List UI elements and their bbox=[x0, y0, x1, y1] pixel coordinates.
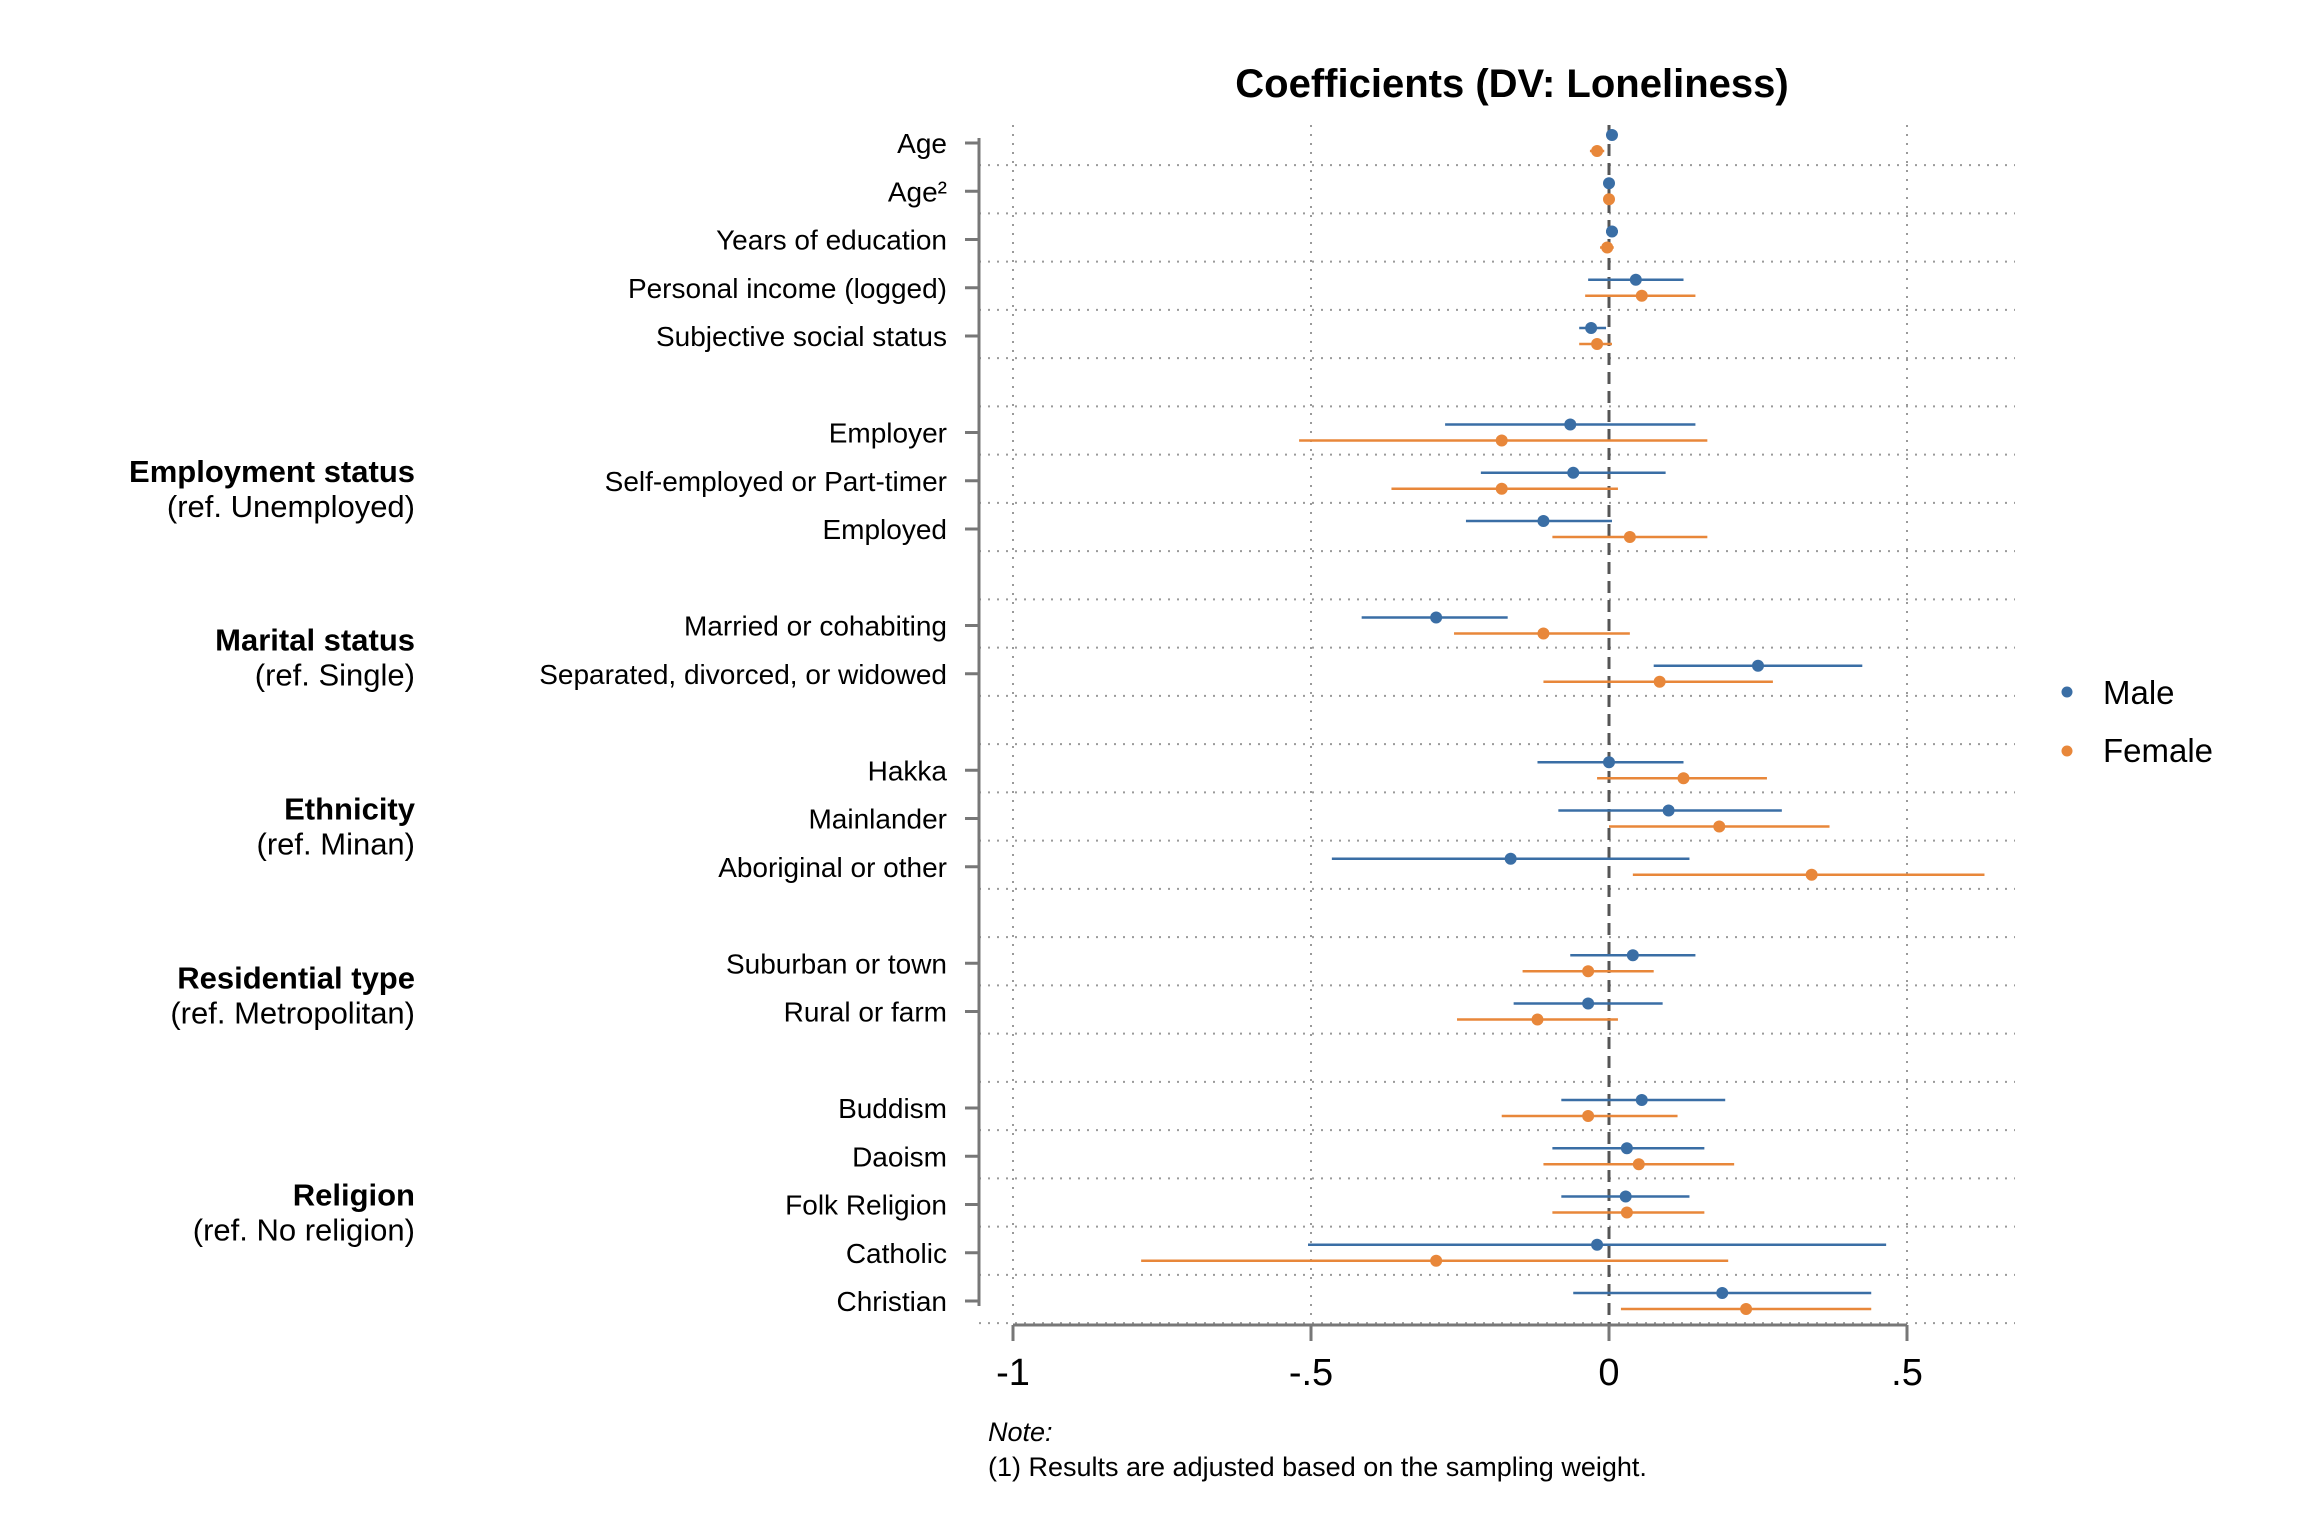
male-point bbox=[1716, 1287, 1729, 1299]
row-label: Years of education bbox=[716, 225, 947, 256]
female-point bbox=[1805, 868, 1818, 881]
female-point bbox=[1653, 675, 1666, 688]
female-point bbox=[1582, 1110, 1595, 1122]
male-point bbox=[1585, 322, 1598, 334]
x-tick-label: 0 bbox=[1598, 1352, 1619, 1394]
axes: -1 -.5 0 .5 bbox=[965, 138, 1923, 1394]
male-point bbox=[1603, 177, 1615, 190]
x-tick-label: -1 bbox=[996, 1352, 1030, 1394]
grid-lines bbox=[979, 125, 2015, 1325]
group-title: Residential type bbox=[177, 960, 415, 995]
row-label: Catholic bbox=[846, 1238, 947, 1269]
row-label: Suburban or town bbox=[726, 948, 947, 979]
row-labels: Age Age² Years of education Personal income… bbox=[539, 128, 947, 1317]
female-point bbox=[1430, 1254, 1443, 1267]
row-label: Christian bbox=[837, 1286, 947, 1317]
female-point bbox=[1591, 145, 1604, 157]
group-reference: (ref. Single) bbox=[255, 658, 415, 693]
x-tick-label: -.5 bbox=[1289, 1352, 1333, 1394]
male-point bbox=[1752, 659, 1764, 672]
female-point bbox=[1495, 434, 1508, 447]
female-point bbox=[1677, 772, 1690, 785]
male-point bbox=[1605, 129, 1618, 141]
male-point bbox=[1620, 1142, 1633, 1155]
legend-male-marker bbox=[2061, 686, 2073, 698]
chart-title: Coefficients (DV: Loneliness) bbox=[1235, 62, 1788, 106]
row-label: Daoism bbox=[852, 1141, 947, 1172]
male-point bbox=[1629, 273, 1642, 286]
x-tick-label: .5 bbox=[1891, 1352, 1923, 1394]
legend-female-label: Female bbox=[2103, 732, 2213, 769]
row-label: Married or cohabiting bbox=[684, 611, 947, 642]
female-point bbox=[1635, 289, 1648, 302]
male-point bbox=[1603, 756, 1615, 769]
row-label: Aboriginal or other bbox=[718, 852, 947, 883]
row-label: Age bbox=[897, 128, 947, 159]
note-heading: Note: bbox=[988, 1417, 1053, 1447]
footnote: Note: (1) Results are adjusted based on … bbox=[988, 1417, 1647, 1482]
group-reference: (ref. Metropolitan) bbox=[170, 995, 415, 1030]
data-series bbox=[1141, 129, 1985, 1315]
row-label: Folk Religion bbox=[785, 1190, 947, 1221]
group-title: Marital status bbox=[215, 623, 415, 658]
group-title: Religion bbox=[293, 1178, 415, 1213]
female-point bbox=[1531, 1013, 1544, 1026]
row-label: Personal income (logged) bbox=[628, 273, 947, 304]
male-point bbox=[1619, 1190, 1632, 1203]
row-label: Employed bbox=[822, 514, 947, 545]
female-point bbox=[1713, 820, 1726, 833]
male-point bbox=[1567, 466, 1580, 479]
row-label: Employer bbox=[829, 418, 947, 449]
legend: Male Female bbox=[2061, 674, 2213, 769]
male-point bbox=[1582, 997, 1595, 1010]
female-point bbox=[1740, 1303, 1753, 1315]
female-point bbox=[1623, 531, 1636, 543]
male-point bbox=[1626, 949, 1639, 962]
legend-female-marker bbox=[2061, 745, 2073, 757]
male-point bbox=[1662, 804, 1675, 817]
male-point bbox=[1591, 1238, 1604, 1251]
female-point bbox=[1620, 1206, 1633, 1219]
group-reference: (ref. Unemployed) bbox=[167, 489, 415, 524]
female-point bbox=[1495, 482, 1508, 495]
male-point bbox=[1635, 1094, 1648, 1106]
male-point bbox=[1605, 225, 1618, 238]
row-label: Rural or farm bbox=[784, 997, 947, 1028]
row-label: Separated, divorced, or widowed bbox=[539, 659, 947, 690]
male-point bbox=[1564, 418, 1577, 431]
female-point bbox=[1537, 627, 1550, 640]
row-label: Hakka bbox=[868, 755, 948, 786]
male-point bbox=[1430, 611, 1443, 624]
row-label: Self-employed or Part-timer bbox=[605, 466, 947, 497]
group-title: Employment status bbox=[129, 454, 415, 489]
female-point bbox=[1591, 338, 1604, 350]
row-label: Subjective social status bbox=[656, 321, 947, 352]
male-point bbox=[1537, 515, 1550, 527]
legend-male-label: Male bbox=[2103, 674, 2175, 711]
row-label: Buddism bbox=[838, 1093, 947, 1124]
female-point bbox=[1582, 965, 1595, 978]
row-label: Mainlander bbox=[808, 804, 947, 835]
female-point bbox=[1632, 1158, 1645, 1171]
group-reference: (ref. Minan) bbox=[257, 827, 415, 862]
female-point bbox=[1601, 241, 1614, 254]
group-labels: Employment status(ref. Unemployed) Marita… bbox=[129, 454, 416, 1248]
group-title: Ethnicity bbox=[284, 792, 416, 827]
row-label: Age² bbox=[888, 176, 947, 207]
note-line-1: (1) Results are adjusted based on the sa… bbox=[988, 1452, 1647, 1482]
group-reference: (ref. No religion) bbox=[193, 1213, 415, 1248]
male-point bbox=[1504, 852, 1517, 865]
female-point bbox=[1603, 193, 1615, 206]
